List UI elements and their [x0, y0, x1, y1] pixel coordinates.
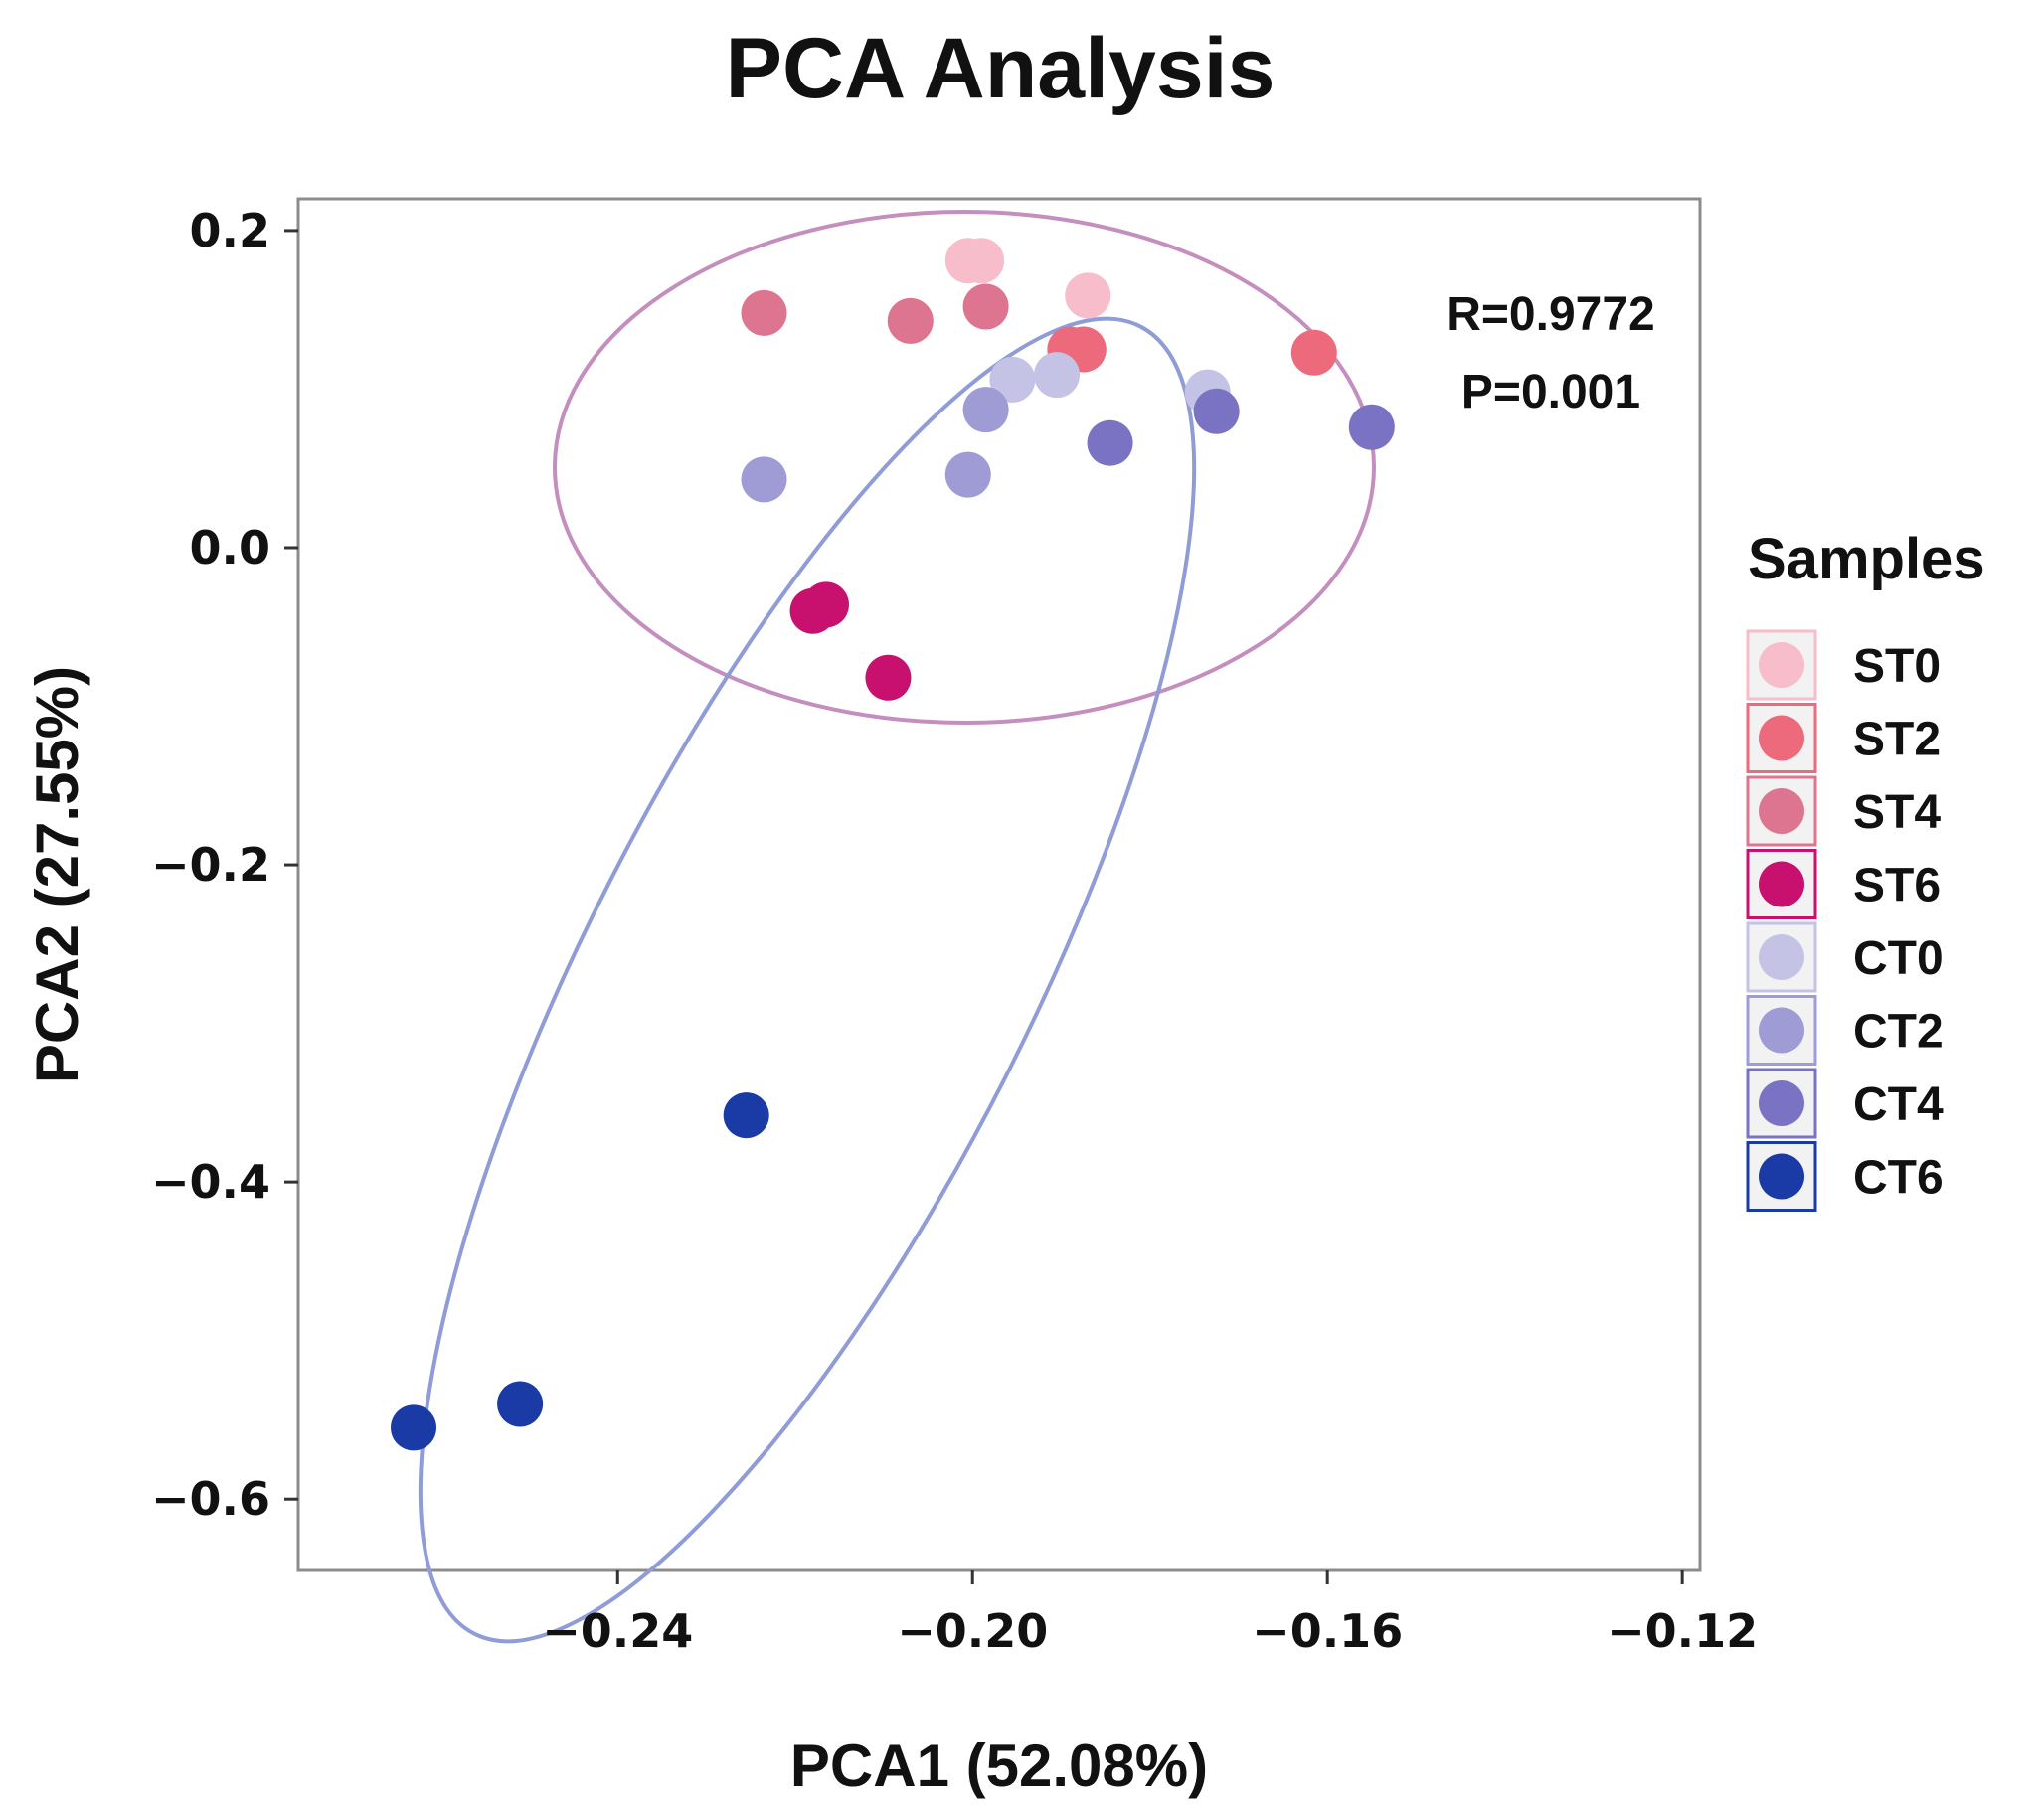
legend-swatch-st2: [1759, 715, 1804, 761]
point-st6: [802, 581, 849, 628]
data-points: [391, 238, 1395, 1451]
point-st4: [741, 289, 787, 336]
legend-swatch-ct6: [1759, 1153, 1804, 1200]
x-axis: −0.24 −0.20 −0.16 −0.12: [542, 1570, 1758, 1658]
ellipse-ct: [418, 316, 1197, 1644]
x-tick-label: −0.16: [1252, 1604, 1403, 1658]
legend: ST0 ST2 ST4 ST6 CT0 CT2 CT4 CT6: [1746, 629, 1944, 1212]
point-st0: [1065, 272, 1111, 319]
point-st6: [865, 654, 912, 701]
point-ct0: [989, 356, 1036, 403]
point-ct4: [1087, 419, 1133, 466]
point-st4: [887, 297, 934, 344]
point-ct4: [1348, 404, 1395, 450]
legend-swatch-st4: [1759, 788, 1804, 834]
y-axis: 0.2 0.0 −0.2 −0.4 −0.6: [151, 204, 298, 1526]
legend-label-st2: ST2: [1853, 714, 1941, 766]
y-tick-label: 0.2: [190, 204, 271, 257]
y-tick-label: −0.6: [151, 1472, 270, 1526]
point-ct2: [741, 456, 787, 503]
legend-swatch-ct4: [1759, 1080, 1804, 1126]
ellipse-st: [553, 210, 1376, 725]
point-ct2: [962, 387, 1009, 433]
point-st4: [962, 283, 1009, 330]
y-tick-label: −0.4: [151, 1155, 270, 1209]
x-tick-label: −0.24: [542, 1604, 693, 1658]
chart-title: PCA Analysis: [726, 21, 1276, 116]
point-ct6: [723, 1092, 769, 1139]
legend-swatch-st0: [1759, 642, 1804, 688]
legend-label-ct4: CT4: [1853, 1078, 1944, 1131]
legend-label-ct2: CT2: [1853, 1006, 1944, 1059]
legend-swatch-st6: [1759, 861, 1804, 907]
point-st0: [958, 238, 1005, 284]
x-tick-label: −0.20: [897, 1604, 1048, 1658]
x-axis-title: PCA1 (52.08%): [790, 1732, 1208, 1799]
point-ct0: [1034, 352, 1081, 399]
point-ct4: [1193, 388, 1240, 434]
y-axis-title: PCA2 (27.55%): [24, 666, 90, 1083]
legend-label-st4: ST4: [1853, 786, 1941, 839]
y-tick-label: 0.0: [190, 521, 271, 575]
point-ct2: [944, 451, 991, 498]
legend-label-st6: ST6: [1853, 860, 1941, 912]
legend-label-ct0: CT0: [1853, 932, 1944, 985]
confidence-ellipses: [418, 210, 1376, 1644]
point-st2: [1290, 329, 1337, 376]
point-ct6: [497, 1381, 544, 1427]
legend-label-st0: ST0: [1853, 640, 1941, 693]
point-ct6: [391, 1404, 437, 1451]
legend-label-ct6: CT6: [1853, 1152, 1944, 1205]
annotation-p-value: P=0.001: [1461, 366, 1640, 418]
legend-swatch-ct0: [1759, 934, 1804, 980]
y-tick-label: −0.2: [151, 838, 270, 892]
legend-swatch-ct2: [1759, 1007, 1804, 1054]
legend-title: Samples: [1748, 527, 1985, 591]
annotation-r-value: R=0.9772: [1447, 288, 1655, 341]
x-tick-label: −0.12: [1607, 1604, 1758, 1658]
